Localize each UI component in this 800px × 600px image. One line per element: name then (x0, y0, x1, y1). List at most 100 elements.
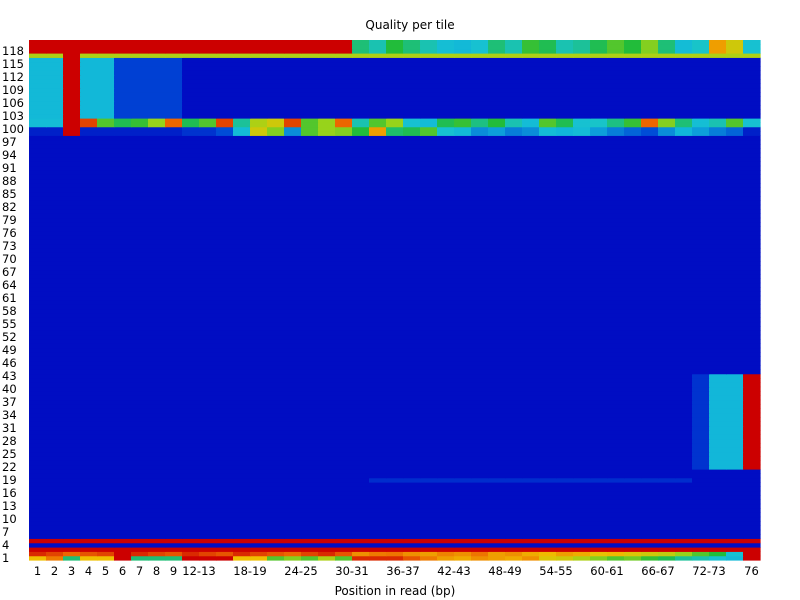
heatmap-cell (454, 66, 472, 71)
heatmap-cell (692, 222, 710, 227)
heatmap-cell (726, 213, 744, 219)
heatmap-cell (403, 291, 421, 297)
heatmap-cell (624, 503, 642, 509)
heatmap-cell (641, 373, 659, 379)
heatmap-cell (658, 61, 676, 67)
heatmap-cell (437, 122, 455, 128)
heatmap-cell (148, 118, 166, 123)
heatmap-cell (726, 269, 744, 275)
heatmap-cell (726, 274, 744, 279)
heatmap-cell (539, 499, 557, 505)
heatmap-cell (607, 191, 625, 197)
heatmap-cell (148, 460, 166, 466)
heatmap-cell (726, 473, 744, 479)
heatmap-cell (556, 425, 574, 431)
heatmap-cell (165, 96, 183, 102)
heatmap-cell (624, 352, 642, 357)
heatmap-cell (182, 529, 200, 535)
heatmap-cell (233, 421, 251, 427)
heatmap-cell (420, 330, 438, 336)
heatmap-cell (658, 161, 676, 167)
heatmap-cell (505, 499, 523, 505)
heatmap-cell (318, 243, 336, 249)
heatmap-cell (318, 447, 336, 453)
heatmap-cell (165, 287, 183, 292)
heatmap-cell (641, 417, 659, 422)
heatmap-cell (46, 61, 64, 67)
heatmap-cell (522, 113, 540, 119)
heatmap-cell (335, 144, 353, 149)
heatmap-cell (624, 378, 642, 383)
heatmap-cell (386, 239, 404, 245)
heatmap-cell (437, 417, 455, 422)
heatmap-cell (63, 378, 81, 383)
heatmap-cell (471, 542, 489, 548)
heatmap-cell (182, 239, 200, 245)
heatmap-cell (556, 204, 574, 210)
heatmap-cell (29, 542, 47, 548)
heatmap-cell (471, 343, 489, 349)
heatmap-cell (709, 92, 727, 97)
heatmap-cell (726, 495, 744, 500)
heatmap-cell (641, 503, 659, 509)
heatmap-cell (658, 126, 676, 132)
heatmap-cell (199, 66, 217, 71)
heatmap-cell (199, 425, 217, 431)
heatmap-cell (692, 473, 710, 479)
heatmap-cell (165, 135, 183, 141)
heatmap-cell (709, 135, 727, 141)
heatmap-cell (624, 430, 642, 435)
heatmap-cell (318, 161, 336, 167)
heatmap-cell (131, 295, 149, 301)
heatmap-cell (403, 96, 421, 102)
heatmap-cell (522, 399, 540, 405)
heatmap-cell (131, 53, 149, 58)
heatmap-cell (80, 391, 98, 396)
heatmap-cell (726, 144, 744, 149)
heatmap-cell (369, 66, 387, 71)
heatmap-cell (658, 287, 676, 292)
heatmap-cell (454, 399, 472, 405)
heatmap-cell (726, 287, 744, 292)
heatmap-cell (675, 321, 693, 327)
heatmap-cell (471, 495, 489, 500)
heatmap-cell (216, 144, 234, 149)
heatmap-cell (46, 178, 64, 184)
heatmap-cell (692, 79, 710, 84)
heatmap-cell (97, 460, 115, 466)
heatmap-cell (437, 87, 455, 93)
heatmap-cell (386, 321, 404, 327)
heatmap-cell (488, 503, 506, 509)
heatmap-cell (539, 161, 557, 167)
heatmap-cell (726, 183, 744, 188)
heatmap-cell (148, 105, 166, 110)
heatmap-cell (148, 66, 166, 71)
heatmap-cell (165, 334, 183, 340)
heatmap-cell (590, 282, 608, 288)
heatmap-cell (437, 529, 455, 535)
heatmap-cell (199, 408, 217, 414)
heatmap-cell (658, 365, 676, 370)
heatmap-cell (607, 343, 625, 349)
heatmap-cell (743, 443, 761, 448)
heatmap-cell (131, 508, 149, 513)
heatmap-cell (352, 347, 370, 353)
heatmap-cell (675, 256, 693, 262)
heatmap-cell (233, 365, 251, 370)
heatmap-cell (335, 473, 353, 479)
heatmap-cell (148, 57, 166, 63)
heatmap-cell (403, 551, 421, 557)
heatmap-cell (675, 399, 693, 405)
heatmap-cell (488, 447, 506, 453)
heatmap-cell (233, 425, 251, 431)
heatmap-cell (556, 196, 574, 201)
heatmap-cell (590, 365, 608, 370)
heatmap-cell (267, 282, 285, 288)
heatmap-cell (505, 126, 523, 132)
heatmap-cell (692, 66, 710, 71)
heatmap-cell (692, 542, 710, 548)
heatmap-cell (369, 300, 387, 305)
heatmap-cell (267, 425, 285, 431)
heatmap-cell (318, 477, 336, 483)
heatmap-cell (454, 421, 472, 427)
